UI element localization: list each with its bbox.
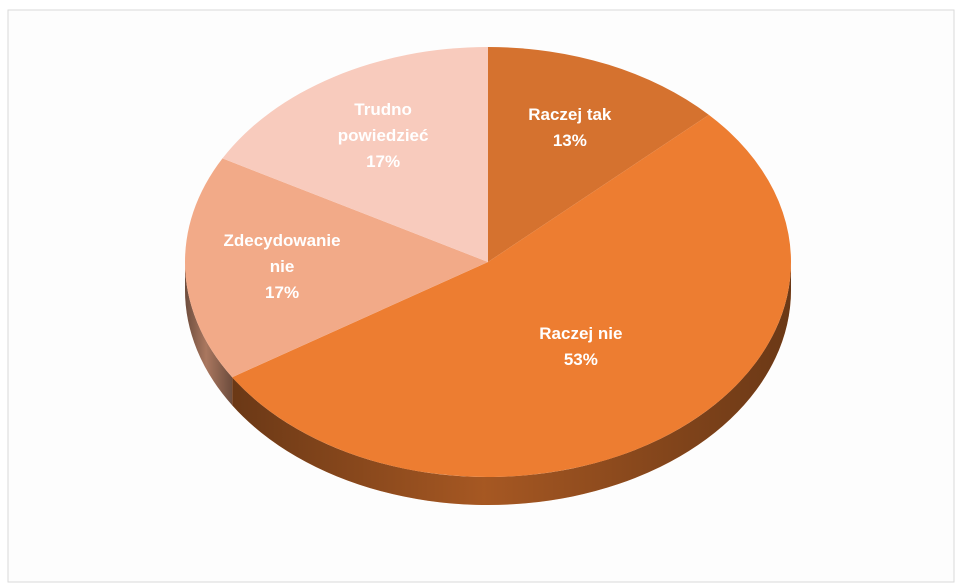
data-label: Raczej tak 13% <box>505 102 635 154</box>
value-label: 53% <box>563 349 598 369</box>
category-label: Trudno powiedzieć <box>337 100 429 146</box>
category-label: Zdecydowanie nie <box>223 230 341 276</box>
slice <box>232 114 792 478</box>
slice <box>488 47 709 262</box>
category-label: Raczej tak <box>528 104 612 124</box>
slice-side-shade <box>232 262 791 505</box>
slice <box>185 158 488 378</box>
data-label: Raczej nie 53% <box>516 321 646 373</box>
category-label: Raczej nie <box>539 323 623 343</box>
slice-side-shade <box>185 262 233 406</box>
value-label: 13% <box>552 130 587 150</box>
data-label: Trudno powiedzieć 17% <box>318 97 448 175</box>
value-label: 17% <box>265 282 300 302</box>
value-label: 17% <box>366 152 401 172</box>
data-label: Zdecydowanie nie 17% <box>217 228 347 306</box>
slice <box>222 47 489 262</box>
